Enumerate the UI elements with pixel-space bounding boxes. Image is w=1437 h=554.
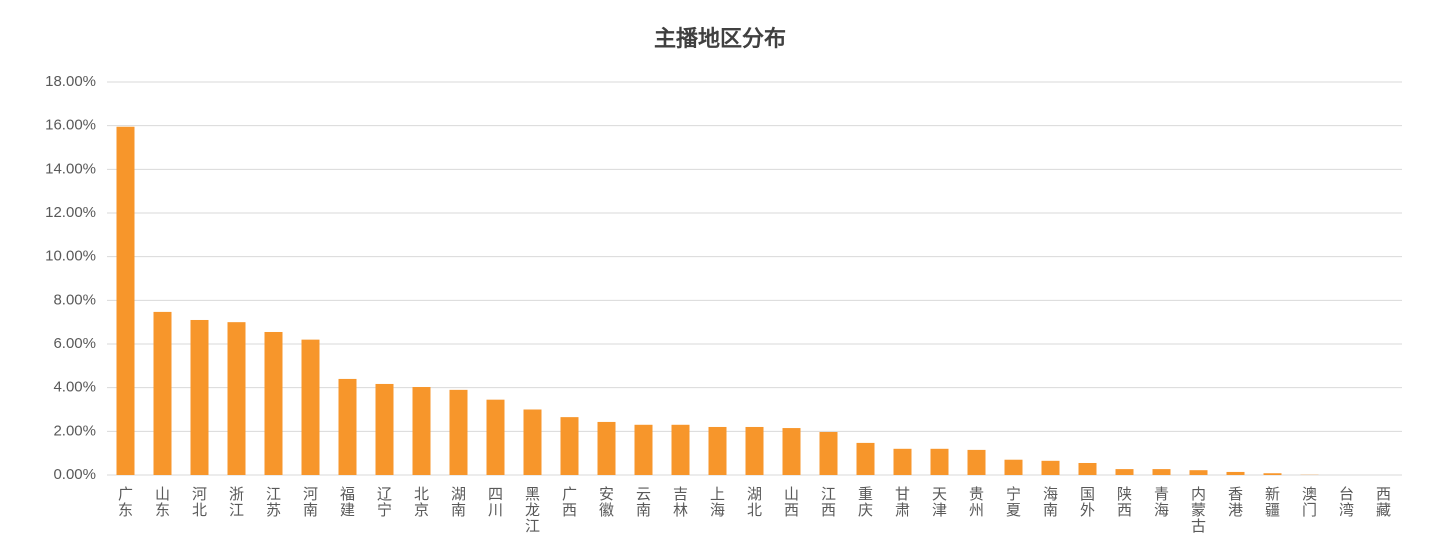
x-tick-label: 北京 [413, 486, 429, 519]
x-tick-label: 河南 [302, 486, 318, 519]
bar [449, 389, 468, 475]
bar [264, 331, 283, 475]
bar [1152, 469, 1171, 475]
y-tick-label: 8.00% [53, 291, 96, 308]
y-tick-label: 0.00% [53, 466, 96, 483]
x-tick-label: 上海 [709, 486, 725, 519]
bar [1078, 462, 1097, 475]
x-tick-label: 四川 [487, 486, 503, 519]
bar [782, 428, 801, 475]
bar [634, 424, 653, 475]
bar [1263, 473, 1282, 475]
y-tick-label: 10.00% [45, 248, 96, 265]
bar [1189, 470, 1208, 475]
bar [930, 448, 949, 475]
y-tick-label: 12.00% [45, 204, 96, 221]
bar [893, 448, 912, 475]
x-tick-label: 国外 [1079, 486, 1095, 519]
x-tick-label: 江西 [820, 486, 836, 519]
bar [856, 442, 875, 475]
x-tick-label: 海南 [1042, 486, 1058, 519]
bar [301, 339, 320, 475]
bar [338, 378, 357, 475]
bar [967, 449, 986, 475]
x-tick-label: 陕西 [1116, 486, 1132, 519]
bar [116, 126, 135, 475]
bar [523, 409, 542, 475]
chart-title: 主播地区分布 [654, 26, 786, 51]
y-tick-label: 16.00% [45, 117, 96, 134]
bar [153, 311, 172, 475]
bar [671, 424, 690, 475]
x-tick-label: 甘肃 [894, 486, 910, 519]
x-tick-label: 广东 [117, 486, 133, 519]
bar [708, 426, 727, 475]
y-tick-label: 6.00% [53, 335, 96, 352]
bar [190, 319, 209, 475]
x-tick-label: 辽宁 [376, 486, 392, 519]
y-tick-label: 14.00% [45, 160, 96, 177]
x-tick-label: 重庆 [857, 486, 873, 519]
x-tick-label: 内蒙古 [1190, 486, 1206, 535]
x-tick-label: 河北 [191, 486, 207, 519]
bar [745, 426, 764, 475]
bar [597, 421, 616, 475]
x-tick-label: 山西 [783, 486, 799, 519]
x-tick-label: 西藏 [1375, 486, 1391, 519]
bar [486, 399, 505, 475]
x-tick-label: 湖南 [450, 486, 466, 519]
x-tick-label: 天津 [931, 486, 947, 519]
x-tick-label: 黑龙江 [524, 486, 540, 535]
y-tick-label: 4.00% [53, 379, 96, 396]
x-tick-label: 香港 [1227, 486, 1243, 519]
y-tick-label: 2.00% [53, 422, 96, 439]
bar [375, 383, 394, 475]
bar [412, 387, 431, 475]
y-tick-label: 18.00% [45, 73, 96, 90]
bar [560, 417, 579, 475]
bar [1041, 460, 1060, 475]
x-tick-label: 江苏 [265, 486, 281, 519]
x-tick-label: 安徽 [598, 486, 614, 519]
x-tick-label: 宁夏 [1005, 486, 1021, 519]
bar [227, 322, 246, 475]
x-tick-label: 贵州 [968, 486, 984, 519]
x-tick-label: 浙江 [228, 486, 244, 519]
x-tick-label: 青海 [1153, 486, 1169, 519]
x-tick-label: 澳门 [1301, 486, 1317, 519]
bar [819, 431, 838, 475]
bar [1226, 471, 1245, 475]
x-tick-label: 湖北 [746, 486, 762, 519]
x-tick-label: 新疆 [1264, 486, 1280, 519]
x-tick-label: 福建 [339, 486, 355, 519]
x-tick-label: 台湾 [1338, 486, 1354, 519]
bar [1004, 459, 1023, 475]
x-tick-label: 云南 [635, 486, 651, 519]
x-tick-label: 山东 [154, 486, 170, 519]
x-tick-label: 广西 [561, 486, 577, 519]
x-tick-label: 吉林 [672, 486, 688, 519]
bar [1115, 469, 1134, 475]
